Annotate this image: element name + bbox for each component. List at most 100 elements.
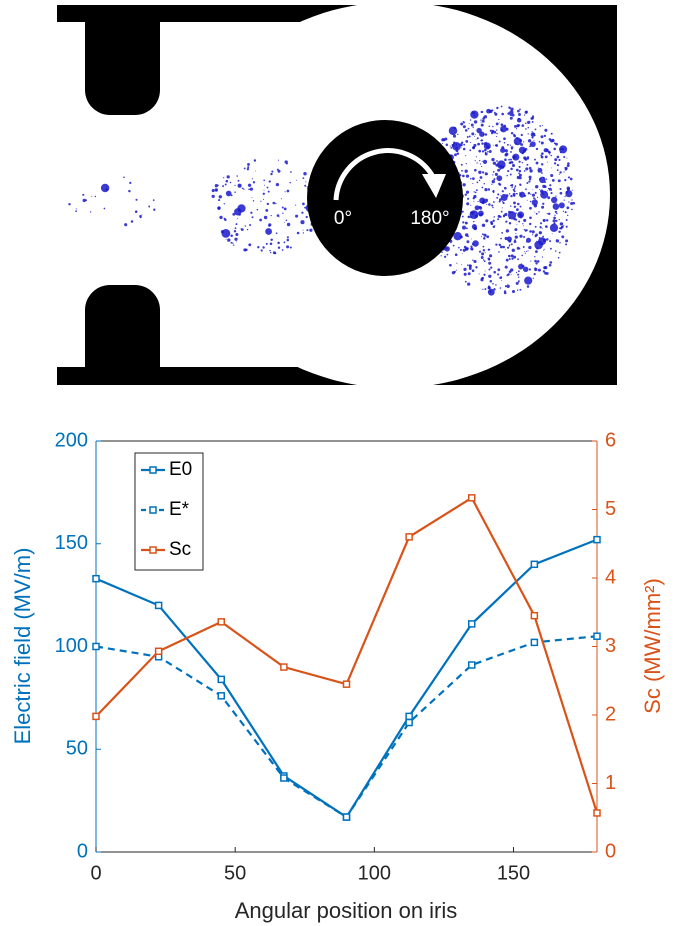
- emitter: [467, 215, 471, 219]
- emitter: [481, 213, 484, 216]
- emitter: [295, 204, 297, 206]
- emitter: [506, 246, 510, 249]
- emitter: [555, 239, 558, 241]
- emitter: [493, 144, 495, 146]
- emitter: [552, 219, 556, 223]
- emitter: [272, 201, 276, 205]
- emitter: [484, 172, 488, 176]
- emitter: [471, 269, 475, 273]
- emitter: [509, 244, 511, 246]
- marker: [593, 809, 601, 817]
- emitter: [270, 238, 273, 241]
- emitter: [507, 170, 510, 173]
- emitter: [529, 200, 532, 203]
- emitter: [499, 276, 503, 280]
- emitter: [518, 192, 520, 194]
- marker: [92, 574, 100, 583]
- emitter: [540, 141, 544, 145]
- emitter: [474, 135, 476, 137]
- emitter: [482, 133, 485, 136]
- y-tick-label: 150: [55, 532, 88, 554]
- emitter: [509, 110, 514, 115]
- emitter: [521, 263, 523, 264]
- emitter: [505, 152, 509, 156]
- emitter: [266, 186, 269, 189]
- emitter: [490, 220, 493, 224]
- emitter: [100, 183, 110, 193]
- emitter: [480, 256, 484, 259]
- emitter: [473, 200, 475, 202]
- emitter: [443, 255, 447, 258]
- emitter: [504, 265, 508, 269]
- emitter: [516, 192, 518, 195]
- emitter: [484, 270, 486, 272]
- emitter: [538, 140, 541, 143]
- emitter: [466, 202, 470, 206]
- emitter: [518, 173, 522, 177]
- emitter: [553, 216, 556, 220]
- emitter: [527, 191, 531, 195]
- emitter: [504, 212, 508, 217]
- emitter: [246, 168, 250, 171]
- emitter: [477, 142, 480, 146]
- emitter: [559, 191, 563, 195]
- emitter: [280, 198, 282, 200]
- emitter: [555, 195, 557, 197]
- emitter: [513, 205, 517, 209]
- emitter: [511, 248, 515, 252]
- emitter: [540, 135, 544, 139]
- emitter: [223, 217, 226, 220]
- emitter: [514, 228, 518, 232]
- y2-tick-label: 1: [605, 772, 616, 794]
- emitter: [499, 245, 503, 249]
- emitter: [520, 133, 523, 137]
- emitter: [506, 174, 508, 177]
- emitter: [565, 239, 569, 243]
- emitter: [449, 145, 451, 147]
- emitter: [458, 246, 460, 249]
- emitter: [531, 115, 535, 118]
- emitter: [464, 193, 468, 196]
- emitter: [570, 202, 574, 205]
- emitter: [567, 162, 570, 165]
- emitter: [492, 174, 494, 176]
- emitter: [214, 184, 219, 188]
- emitter: [303, 172, 307, 176]
- emitter: [550, 192, 553, 195]
- legend-label: Sc: [169, 539, 191, 560]
- emitter: [512, 153, 520, 161]
- emitter: [454, 253, 458, 256]
- emitter: [534, 191, 537, 194]
- emitter: [533, 272, 536, 276]
- emitter: [491, 130, 494, 133]
- emitter: [462, 221, 465, 224]
- emitter: [473, 259, 477, 264]
- emitter: [489, 279, 493, 283]
- emitter: [521, 162, 523, 164]
- emitter: [532, 277, 534, 279]
- emitter: [218, 195, 222, 199]
- emitter: [483, 233, 487, 237]
- emitter: [483, 182, 486, 185]
- marker: [468, 661, 476, 669]
- emitter: [523, 235, 526, 239]
- emitter: [558, 158, 561, 162]
- emitter: [230, 234, 233, 237]
- emitter: [521, 124, 525, 127]
- emitter: [483, 224, 485, 226]
- emitter: [515, 281, 519, 285]
- series-line: [95, 538, 598, 819]
- emitter: [462, 125, 466, 129]
- legend-marker: [149, 466, 157, 474]
- emitter: [511, 163, 516, 168]
- emitter: [537, 268, 541, 272]
- emitter: [547, 196, 551, 200]
- emitter: [502, 215, 506, 218]
- emitter: [483, 148, 487, 152]
- emitter: [534, 234, 537, 238]
- emitter: [571, 208, 573, 211]
- emitter: [90, 211, 92, 213]
- emitter: [555, 142, 558, 146]
- emitter: [464, 247, 469, 251]
- x-tick-label: 150: [497, 862, 530, 884]
